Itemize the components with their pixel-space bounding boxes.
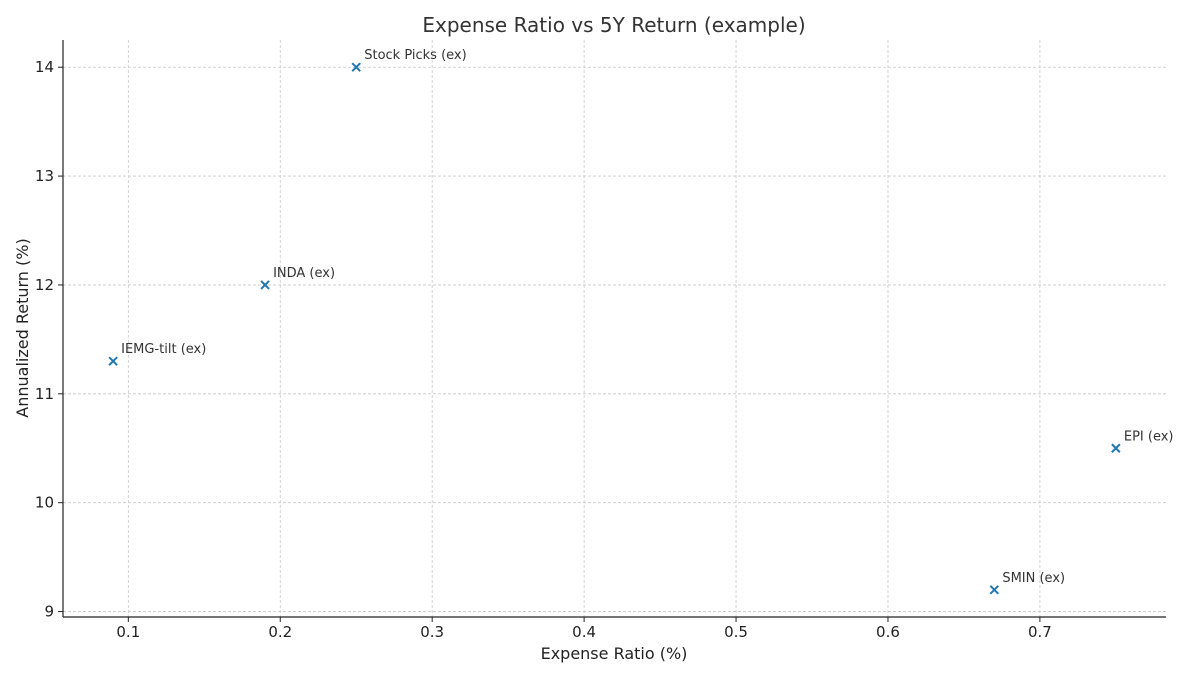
x-tick-label: 0.2	[268, 623, 292, 641]
point-label: SMIN (ex)	[1002, 571, 1065, 586]
x-marker	[260, 280, 270, 290]
data-point: SMIN (ex)	[989, 571, 1065, 595]
point-label: Stock Picks (ex)	[364, 48, 466, 63]
point-label: IEMG-tilt (ex)	[121, 342, 206, 357]
x-tick-label: 0.5	[724, 623, 748, 641]
x-marker	[108, 356, 118, 366]
x-marker	[989, 585, 1000, 595]
x-tick-label: 0.7	[1028, 623, 1052, 641]
x-marker	[351, 62, 361, 72]
x-marker	[1111, 443, 1121, 453]
point-label: EPI (ex)	[1124, 429, 1174, 444]
data-point: EPI (ex)	[1111, 429, 1174, 453]
x-tick-label: 0.3	[420, 623, 444, 641]
y-tick-label: 9	[44, 603, 54, 621]
x-ticks: 0.1 0.2 0.3 0.4 0.5 0.6 0.7	[116, 617, 1052, 641]
point-label: INDA (ex)	[273, 266, 335, 281]
y-axis-label: Annualized Return (%)	[13, 238, 32, 417]
x-tick-label: 0.1	[116, 623, 140, 641]
data-point: IEMG-tilt (ex)	[108, 342, 206, 366]
x-axis-label: Expense Ratio (%)	[541, 644, 688, 663]
y-tick-label: 10	[35, 494, 54, 512]
axes	[62, 40, 1166, 618]
y-tick-label: 12	[35, 276, 54, 294]
y-tick-label: 14	[35, 58, 54, 76]
grid-lines	[63, 40, 1166, 617]
x-tick-label: 0.6	[876, 623, 900, 641]
x-tick-label: 0.4	[572, 623, 596, 641]
y-ticks: 9 10 11 12 13 14	[35, 58, 63, 621]
data-points: IEMG-tilt (ex) INDA (ex) Stock Picks (ex) S…	[108, 48, 1174, 595]
y-tick-label: 11	[35, 385, 54, 403]
data-point: Stock Picks (ex)	[351, 48, 467, 72]
data-point: INDA (ex)	[260, 266, 335, 290]
y-tick-label: 13	[35, 167, 54, 185]
chart-title: Expense Ratio vs 5Y Return (example)	[422, 13, 805, 37]
